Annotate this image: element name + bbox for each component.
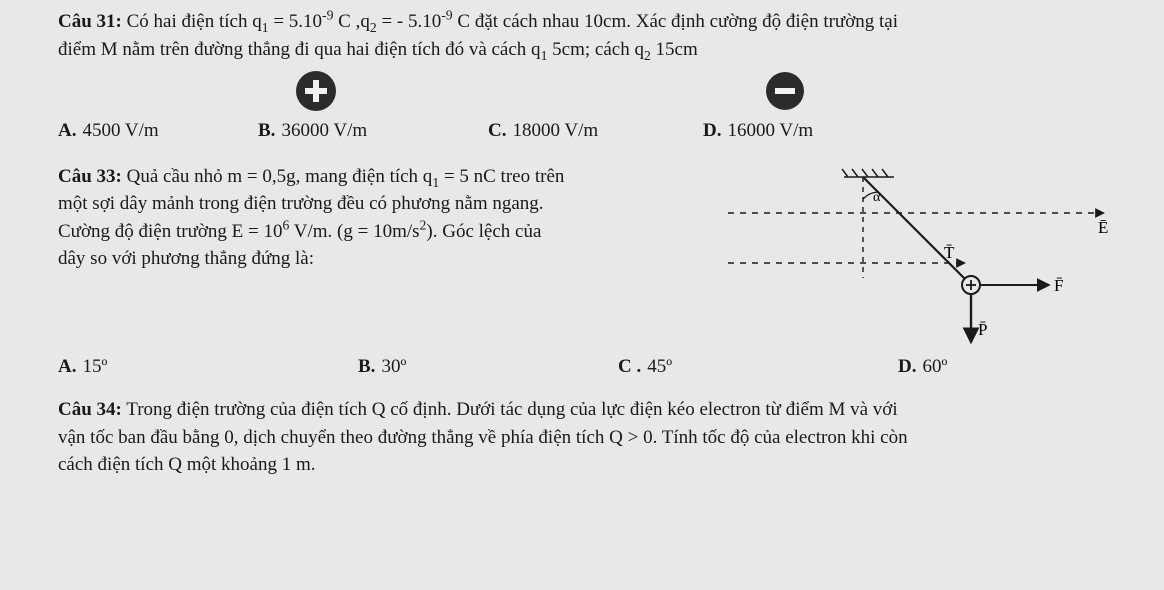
opt-label: A. bbox=[58, 117, 76, 145]
q34-line1: Câu 34: Trong điện trường của điện tích … bbox=[58, 396, 1136, 424]
p-vector-label: P̄ bbox=[978, 320, 987, 339]
q31-label: Câu 31: bbox=[58, 11, 122, 32]
q31-t4: = - 5.10 bbox=[377, 11, 442, 32]
ceiling-hatch-icon bbox=[842, 169, 894, 177]
q33-t1b: = 5 nC treo trên bbox=[439, 166, 564, 187]
opt-label: C . bbox=[618, 353, 641, 381]
q31-l2a: điểm M nằm trên đường thẳng đi qua hai đ… bbox=[58, 39, 541, 60]
q33-t1a: Quả cầu nhỏ m = 0,5g, mang điện tích q bbox=[127, 166, 433, 187]
q31-option-b: B. 36000 V/m bbox=[258, 117, 488, 145]
sub1: 1 bbox=[262, 20, 269, 35]
q33-text: Câu 33: Quả cầu nhỏ m = 0,5g, mang điện … bbox=[58, 163, 698, 273]
q31-t2: = 5.10 bbox=[269, 11, 322, 32]
question-34: Câu 34: Trong điện trường của điện tích … bbox=[58, 396, 1136, 479]
q34-line2: vận tốc ban đầu bằng 0, dịch chuyển theo… bbox=[58, 424, 1136, 452]
q31-option-d: D. 16000 V/m bbox=[703, 117, 813, 145]
q33-option-d: D. 60º bbox=[898, 353, 947, 381]
plus-charge-icon bbox=[296, 71, 336, 111]
opt-text: 30º bbox=[381, 353, 406, 381]
sup-9b: -9 bbox=[441, 8, 452, 23]
question-33: Câu 33: Quả cầu nhỏ m = 0,5g, mang điện … bbox=[58, 163, 1136, 353]
opt-text: 15º bbox=[82, 353, 107, 381]
alpha-label: α bbox=[873, 190, 881, 205]
question-31: Câu 31: Có hai điện tích q1 = 5.10-9 C ,… bbox=[58, 8, 1136, 145]
q33-option-a: A. 15º bbox=[58, 353, 358, 381]
q33-label: Câu 33: bbox=[58, 166, 122, 187]
t-vector-label: T̄ bbox=[944, 243, 955, 262]
q31-charge-icons bbox=[58, 71, 1136, 111]
sub2: 2 bbox=[370, 20, 377, 35]
q33-option-c: C . 45º bbox=[618, 353, 898, 381]
opt-label: B. bbox=[358, 353, 375, 381]
q33-line4: dây so với phương thẳng đứng là: bbox=[58, 245, 698, 273]
q33-t3c: ). Góc lệch của bbox=[426, 221, 541, 242]
q34-line3: cách điện tích Q một khoảng 1 m. bbox=[58, 451, 1136, 479]
opt-label: B. bbox=[258, 117, 275, 145]
q31-line2: điểm M nằm trên đường thẳng đi qua hai đ… bbox=[58, 36, 1136, 64]
q31-l2b: 5cm; cách q bbox=[547, 39, 644, 60]
opt-label: D. bbox=[898, 353, 916, 381]
opt-label: A. bbox=[58, 353, 76, 381]
q33-t3a: Cường độ điện trường E = 10 bbox=[58, 221, 283, 242]
q33-line1: Câu 33: Quả cầu nhỏ m = 0,5g, mang điện … bbox=[58, 163, 698, 191]
q33-option-b: B. 30º bbox=[358, 353, 618, 381]
q31-t1: Có hai điện tích q bbox=[127, 11, 262, 32]
q33-options: A. 15º B. 30º C . 45º D. 60º bbox=[58, 353, 1136, 381]
q31-option-a: A. 4500 V/m bbox=[58, 117, 258, 145]
opt-text: 36000 V/m bbox=[281, 117, 367, 145]
opt-label: C. bbox=[488, 117, 506, 145]
q33-diagram: α T̄ Ē F̄ P̄ bbox=[718, 163, 1118, 353]
q31-l2c: 15cm bbox=[651, 39, 698, 60]
q34-label: Câu 34: bbox=[58, 399, 122, 420]
sup-9a: -9 bbox=[322, 8, 333, 23]
opt-text: 16000 V/m bbox=[727, 117, 813, 145]
q34-t1: Trong điện trường của điện tích Q cố địn… bbox=[122, 399, 898, 420]
q33-line2: một sợi dây mảnh trong điện trường đều c… bbox=[58, 190, 698, 218]
sub2b: 2 bbox=[644, 47, 651, 62]
opt-text: 60º bbox=[922, 353, 947, 381]
q31-t3: C ,q bbox=[333, 11, 369, 32]
opt-text: 4500 V/m bbox=[82, 117, 158, 145]
minus-charge-icon bbox=[766, 72, 804, 110]
charged-ball-icon bbox=[962, 276, 980, 294]
opt-label: D. bbox=[703, 117, 721, 145]
opt-text: 18000 V/m bbox=[512, 117, 598, 145]
q31-line1: Câu 31: Có hai điện tích q1 = 5.10-9 C ,… bbox=[58, 8, 1136, 36]
q31-option-c: C. 18000 V/m bbox=[488, 117, 703, 145]
q31-t5: C đặt cách nhau 10cm. Xác định cường độ … bbox=[453, 11, 898, 32]
opt-text: 45º bbox=[647, 353, 672, 381]
q31-options: A. 4500 V/m B. 36000 V/m C. 18000 V/m D.… bbox=[58, 117, 1136, 145]
f-vector-label: F̄ bbox=[1054, 276, 1063, 295]
q33-line3: Cường độ điện trường E = 106 V/m. (g = 1… bbox=[58, 218, 698, 246]
e-vector-label: Ē bbox=[1098, 218, 1108, 237]
q33-t3b: V/m. (g = 10m/s bbox=[289, 221, 419, 242]
